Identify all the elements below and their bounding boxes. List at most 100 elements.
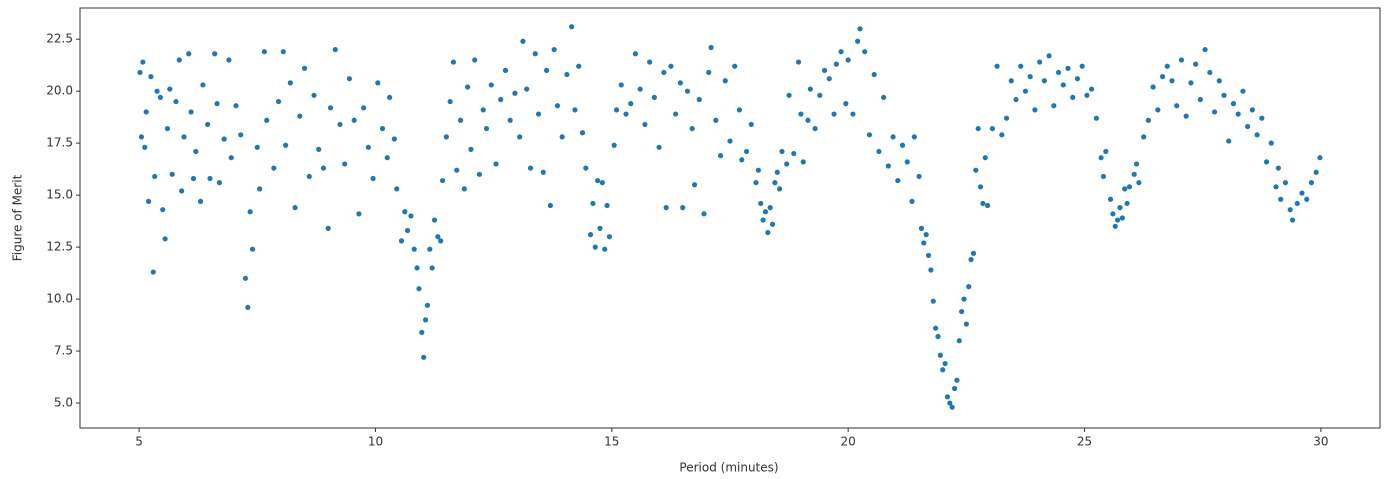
point: [325, 225, 331, 231]
point: [535, 111, 542, 117]
point: [1159, 74, 1166, 80]
y-tick-label: 12.5: [46, 240, 73, 254]
point: [637, 86, 643, 92]
point: [154, 88, 160, 94]
point: [765, 229, 771, 236]
point: [885, 163, 891, 169]
x-tick-label: 15: [604, 435, 619, 449]
point: [590, 200, 596, 207]
point: [772, 180, 778, 186]
point: [181, 134, 187, 140]
point: [476, 171, 483, 177]
point: [1041, 78, 1047, 84]
point: [137, 69, 143, 76]
point: [602, 246, 608, 252]
point: [739, 157, 745, 163]
point: [1065, 65, 1071, 71]
point: [480, 107, 486, 113]
point: [985, 202, 991, 209]
point: [1008, 78, 1014, 84]
point: [736, 107, 743, 113]
point: [966, 284, 972, 290]
point: [1287, 207, 1293, 213]
point: [391, 136, 397, 142]
point: [1211, 109, 1218, 115]
point: [1126, 184, 1133, 190]
point: [959, 308, 965, 315]
point: [935, 333, 941, 340]
point: [297, 113, 303, 119]
point: [554, 103, 561, 109]
point: [207, 175, 213, 182]
point: [673, 111, 679, 117]
point: [1164, 63, 1170, 69]
point: [899, 142, 906, 148]
point: [1282, 180, 1289, 186]
point: [524, 86, 530, 92]
point: [779, 148, 785, 155]
point: [457, 117, 464, 123]
point: [954, 377, 960, 383]
point: [743, 148, 750, 155]
x-axis-label: Period (minutes): [679, 461, 778, 475]
point: [1115, 217, 1121, 223]
point: [973, 167, 979, 173]
point: [179, 188, 185, 194]
point: [564, 71, 570, 78]
plot-frame: [79, 7, 1381, 429]
point: [904, 159, 910, 165]
point: [1119, 215, 1125, 221]
point: [1100, 173, 1107, 180]
point: [247, 209, 253, 215]
point: [507, 117, 513, 123]
point: [543, 67, 550, 73]
point: [1273, 184, 1279, 190]
point: [1136, 180, 1142, 186]
point: [1226, 138, 1232, 144]
point: [604, 202, 610, 209]
point: [713, 117, 719, 123]
point: [1197, 96, 1203, 103]
point: [143, 109, 149, 115]
point: [346, 76, 353, 82]
point: [242, 275, 249, 281]
point: [454, 167, 460, 173]
point: [226, 57, 232, 63]
point: [755, 167, 761, 173]
point: [443, 134, 449, 140]
point: [402, 209, 408, 215]
point: [805, 117, 811, 123]
point: [961, 296, 967, 302]
point: [145, 198, 152, 204]
point: [1027, 74, 1033, 80]
point: [890, 134, 896, 140]
point: [595, 177, 601, 184]
point: [760, 217, 766, 223]
point: [140, 59, 146, 65]
point: [275, 98, 282, 105]
point: [656, 144, 662, 150]
point: [332, 46, 338, 53]
point: [942, 360, 948, 367]
point: [963, 321, 969, 327]
point: [696, 96, 702, 103]
point: [642, 121, 648, 128]
point: [956, 338, 962, 344]
point: [375, 80, 381, 86]
point: [439, 177, 446, 184]
point: [264, 117, 270, 123]
point: [1110, 211, 1116, 217]
point: [1003, 115, 1010, 121]
y-tick-label: 17.5: [46, 136, 73, 150]
point: [431, 217, 438, 223]
point: [193, 148, 199, 155]
point: [777, 186, 783, 192]
point: [717, 153, 724, 159]
point: [651, 94, 657, 101]
point: [576, 63, 582, 69]
point: [1193, 61, 1199, 67]
point: [164, 125, 171, 132]
point: [727, 138, 733, 144]
point: [618, 82, 624, 88]
point: [387, 94, 393, 101]
